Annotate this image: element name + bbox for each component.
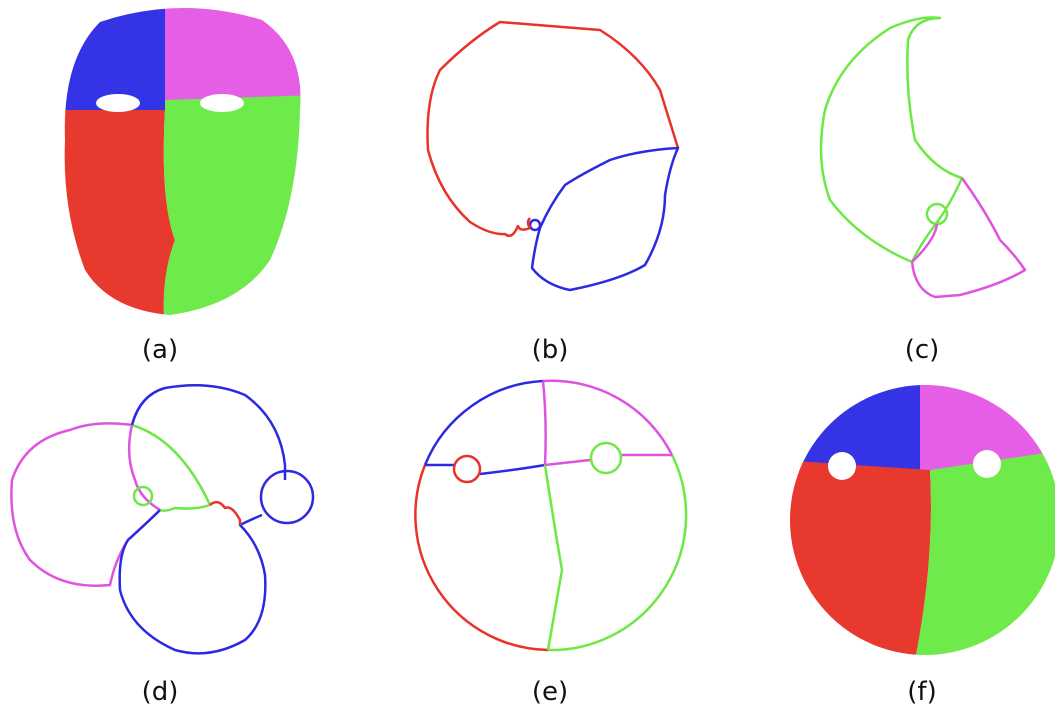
- panel-label: (e): [532, 677, 568, 707]
- boundary-c: [821, 17, 1025, 297]
- panel-label: (f): [907, 677, 936, 707]
- panel-label: (b): [532, 335, 569, 365]
- boundary-d: [11, 385, 313, 653]
- face-mesh: [50, 0, 315, 330]
- figure: (a) (b) (c) (d) (e) (f): [0, 0, 1055, 718]
- panel-label: (d): [142, 677, 179, 707]
- panel-label: (a): [142, 335, 178, 365]
- boundary-b: [428, 22, 679, 290]
- panel-label: (c): [905, 335, 940, 365]
- boundary-e: [415, 381, 686, 650]
- disc-mesh: [780, 380, 1055, 660]
